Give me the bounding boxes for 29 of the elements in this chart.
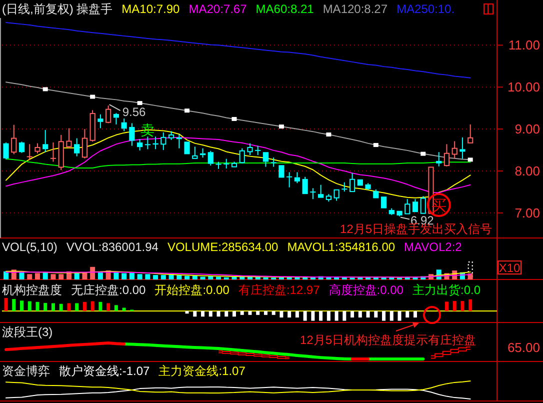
chart-title: 波段王(3) <box>2 325 53 339</box>
text: VOLUME:285634.00 <box>167 240 278 254</box>
annotation: 12月5日机构控盘度提示有庄控盘 <box>300 333 476 347</box>
text: 有庄控盘:12.97 <box>238 283 320 297</box>
text: 主力出货:0.0 <box>412 283 481 297</box>
series-label: 主力资金线:1.07 <box>158 364 246 378</box>
text: 开始控盘:0.00 <box>154 283 230 297</box>
text: 高度控盘:0.00 <box>328 283 404 297</box>
text: MA120:8.27 <box>322 2 388 16</box>
text: 65.00 <box>507 340 540 355</box>
chart-title: 资金博弈 <box>2 364 50 378</box>
text: VVOL:836001.94 <box>66 240 159 254</box>
text: MA250:10. <box>396 2 455 16</box>
text: MAVOL1:354816.00 <box>287 240 396 254</box>
text: MAVOL2:2 <box>404 240 462 254</box>
text: MA10:7.90 <box>122 2 180 16</box>
chart-title: (日线,前复权) 操盘手 <box>2 2 113 16</box>
text: 无庄控盘:0.00 <box>71 283 146 297</box>
y-tick-label: 10.00 <box>507 80 540 95</box>
text: MA20:7.67 <box>188 2 248 16</box>
annotation: 9.56 <box>122 105 146 120</box>
text: MA60:8.21 <box>256 2 314 16</box>
y-tick-label: 11.00 <box>508 38 540 53</box>
series-label: 散户资金线:-1.07 <box>59 364 150 378</box>
y-tick-label: 9.00 <box>514 122 540 137</box>
chart-title: VOL(5,10) <box>2 240 58 254</box>
y-tick-label: 7.00 <box>514 205 540 220</box>
y-tick-label: 8.00 <box>514 163 540 178</box>
chart-title: 机构控盘度 <box>2 283 62 297</box>
